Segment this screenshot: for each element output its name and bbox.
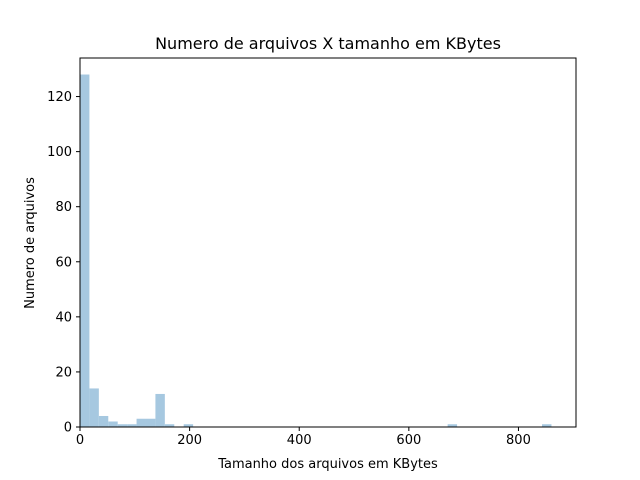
- y-tick-label: 80: [55, 200, 72, 215]
- plot-frame: [79, 57, 577, 428]
- x-axis-label: Tamanho dos arquivos em KBytes: [217, 457, 438, 472]
- histogram-bar: [108, 421, 118, 427]
- histogram-bar: [542, 424, 552, 427]
- histogram-bar: [89, 388, 99, 427]
- y-tick-label: 0: [64, 421, 72, 436]
- histogram-bar: [145, 418, 156, 427]
- y-tick-label: 100: [47, 145, 72, 160]
- histogram-bar: [164, 424, 175, 427]
- y-axis-label: Numero de arquivos: [23, 177, 38, 309]
- y-tick-label: 60: [55, 255, 72, 270]
- histogram-bar: [117, 424, 128, 427]
- histogram-bar: [98, 415, 109, 427]
- x-tick-label: 400: [287, 433, 312, 448]
- y-axis-ticks: 0 20 40 60 80 100 120: [47, 90, 80, 436]
- histogram-bar: [155, 393, 165, 427]
- y-tick-label: 40: [55, 310, 72, 325]
- histogram-bar: [447, 424, 458, 427]
- y-tick-label: 120: [47, 90, 72, 105]
- y-tick-label: 20: [55, 365, 72, 380]
- x-tick-label: 200: [177, 433, 202, 448]
- bars-group: [80, 74, 552, 427]
- histogram-bar: [80, 74, 90, 427]
- histogram-bar: [127, 424, 137, 427]
- histogram-bar: [183, 424, 194, 427]
- x-axis-ticks: 0 200 400 600 800: [76, 427, 531, 448]
- x-tick-label: 800: [506, 433, 531, 448]
- chart-title: Numero de arquivos X tamanho em KBytes: [155, 34, 501, 53]
- histogram-bar: [136, 418, 146, 427]
- x-tick-label: 0: [76, 433, 84, 448]
- x-tick-label: 600: [396, 433, 421, 448]
